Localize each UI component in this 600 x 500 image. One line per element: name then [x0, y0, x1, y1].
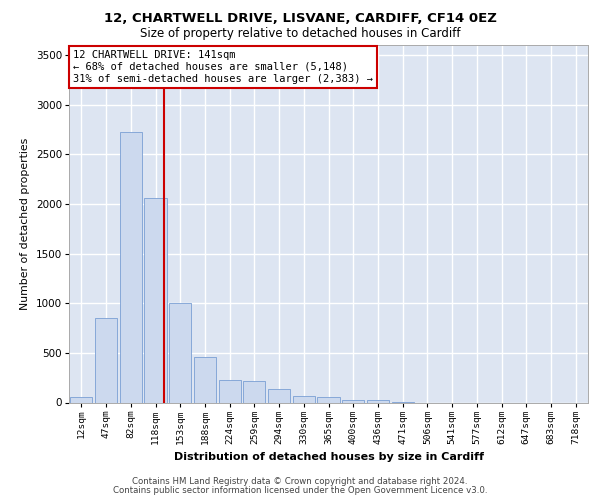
Bar: [268, 389, 290, 402]
Bar: [342, 400, 364, 402]
Bar: [119, 132, 142, 402]
Bar: [169, 302, 191, 402]
X-axis label: Distribution of detached houses by size in Cardiff: Distribution of detached houses by size …: [173, 452, 484, 462]
Text: 12, CHARTWELL DRIVE, LISVANE, CARDIFF, CF14 0EZ: 12, CHARTWELL DRIVE, LISVANE, CARDIFF, C…: [104, 12, 496, 26]
Bar: [243, 381, 265, 402]
Text: Contains HM Land Registry data © Crown copyright and database right 2024.: Contains HM Land Registry data © Crown c…: [132, 478, 468, 486]
Bar: [317, 397, 340, 402]
Bar: [145, 198, 167, 402]
Text: Contains public sector information licensed under the Open Government Licence v3: Contains public sector information licen…: [113, 486, 487, 495]
Bar: [218, 380, 241, 402]
Bar: [367, 400, 389, 402]
Bar: [70, 397, 92, 402]
Bar: [293, 396, 315, 402]
Bar: [95, 318, 117, 402]
Text: Size of property relative to detached houses in Cardiff: Size of property relative to detached ho…: [140, 28, 460, 40]
Bar: [194, 358, 216, 403]
Text: 12 CHARTWELL DRIVE: 141sqm
← 68% of detached houses are smaller (5,148)
31% of s: 12 CHARTWELL DRIVE: 141sqm ← 68% of deta…: [73, 50, 373, 84]
Y-axis label: Number of detached properties: Number of detached properties: [20, 138, 30, 310]
